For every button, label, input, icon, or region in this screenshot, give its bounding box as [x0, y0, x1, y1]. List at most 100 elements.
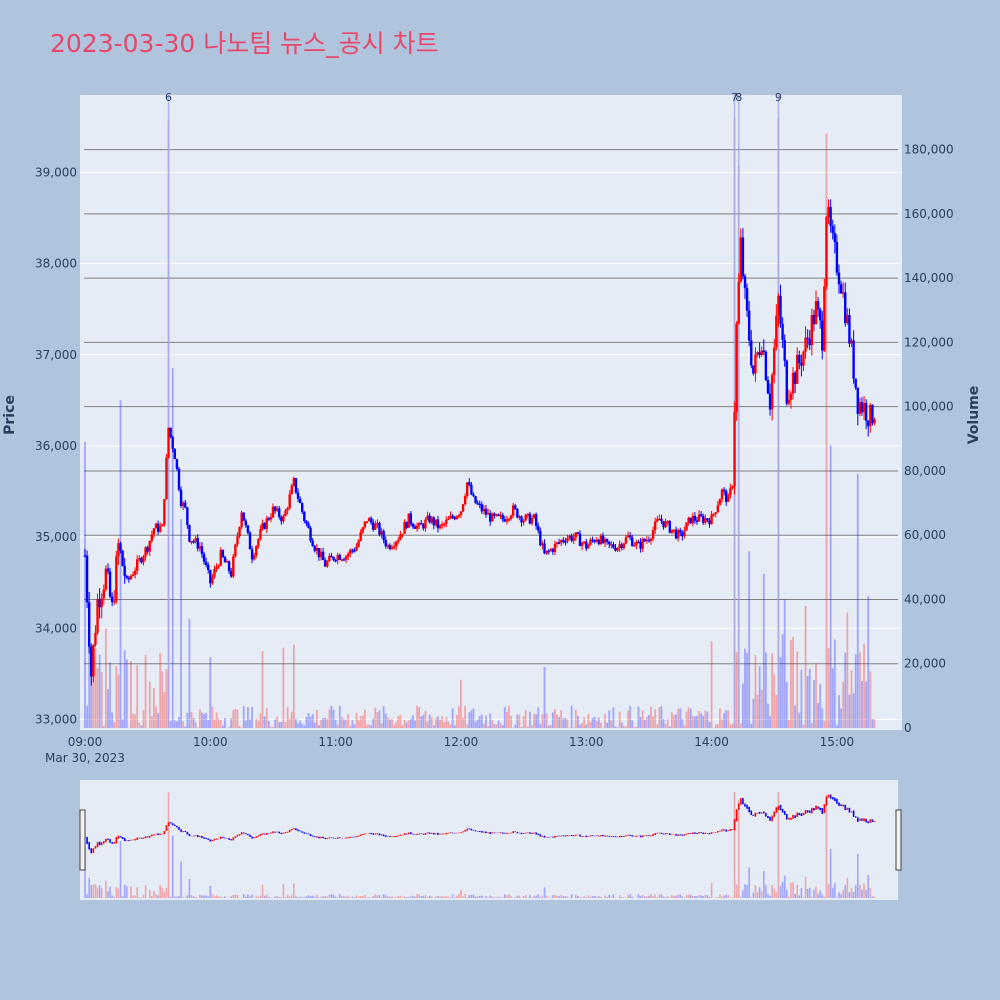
- mini-volume-bar: [92, 884, 95, 898]
- volume-bar: [439, 719, 441, 728]
- volume-bar: [441, 716, 444, 728]
- mini-volume-bar: [422, 895, 425, 898]
- mini-volume-bar: [629, 894, 631, 898]
- volume-bar: [326, 719, 329, 728]
- mini-volume-bar: [476, 896, 479, 898]
- mini-volume-bar: [664, 897, 667, 898]
- candle-body: [290, 485, 293, 495]
- volume-bar: [148, 681, 151, 728]
- volume-bar: [190, 711, 193, 728]
- candle-body: [108, 571, 112, 597]
- volume-bar: [142, 710, 145, 728]
- candle-body: [150, 534, 154, 541]
- candle-body: [372, 522, 375, 530]
- volume-bar: [361, 715, 364, 728]
- range-slider-left-handle[interactable]: [79, 809, 86, 871]
- candle-body: [211, 576, 214, 584]
- mini-volume-bar: [322, 896, 324, 898]
- candle-body: [200, 546, 204, 554]
- mini-volume-bar: [641, 894, 644, 898]
- mini-volume-bar: [176, 896, 178, 898]
- mini-volume-bar: [357, 896, 360, 898]
- candle-body: [818, 309, 822, 321]
- mini-volume-bar: [236, 894, 239, 898]
- candle-body: [589, 539, 592, 545]
- volume-bar: [746, 653, 748, 728]
- candle-body: [833, 233, 837, 242]
- candle-body: [555, 542, 559, 544]
- candle-body: [785, 360, 788, 404]
- volume-bar: [318, 725, 320, 728]
- candle-body: [334, 559, 337, 562]
- candle-body: [430, 517, 433, 523]
- mini-volume-bar: [361, 895, 364, 898]
- volume-bar: [322, 718, 325, 728]
- volume-bar: [347, 714, 350, 728]
- volume-bar: [457, 706, 460, 728]
- volume-bar: [804, 605, 807, 728]
- candle-body: [747, 310, 751, 341]
- mini-volume-bar: [834, 882, 836, 898]
- candle-body: [382, 530, 385, 540]
- mini-volume-bar: [263, 896, 266, 898]
- mini-volume-bar: [769, 895, 771, 898]
- volume-bar: [758, 666, 761, 728]
- volume-axis: 0 20,000 40,000 60,000 80,000 100,000 120,000 1…: [904, 143, 954, 735]
- candle-body: [486, 512, 490, 515]
- volume-bar: [332, 709, 335, 728]
- candle-body: [445, 519, 448, 524]
- mini-volume-bar: [541, 895, 544, 898]
- mini-volume-bar: [125, 886, 128, 898]
- volume-bar: [541, 714, 544, 728]
- volume-bar: [865, 681, 868, 728]
- candle-body: [478, 503, 481, 506]
- volume-bar: [618, 711, 621, 728]
- candle-body: [693, 515, 697, 521]
- volume-bar: [447, 721, 450, 728]
- volume-bar: [831, 668, 834, 728]
- volume-bar: [295, 718, 297, 728]
- mini-volume-bar: [261, 884, 264, 898]
- candle-body: [653, 521, 657, 531]
- volume-bar: [570, 705, 573, 728]
- candle-body: [240, 512, 243, 528]
- mini-volume-bar: [318, 897, 320, 898]
- volume-bar: [702, 716, 705, 728]
- mini-volume-bar: [403, 896, 406, 898]
- mini-volume-bar: [178, 896, 180, 898]
- volume-bar: [858, 651, 861, 728]
- candle-body: [92, 644, 95, 677]
- volume-bar: [593, 716, 596, 728]
- mini-volume-bar: [247, 894, 249, 898]
- main-plot-area[interactable]: [80, 95, 902, 730]
- candle-body: [745, 288, 749, 311]
- mini-volume-bar: [750, 897, 753, 898]
- mini-volume-bar: [581, 897, 583, 898]
- candle-body: [639, 542, 642, 549]
- volume-bar: [742, 683, 744, 728]
- candle-body: [637, 541, 640, 544]
- candle-body: [791, 372, 795, 394]
- mini-volume-bar: [301, 897, 304, 898]
- volume-bar: [867, 596, 870, 728]
- candle-body: [595, 539, 598, 542]
- candle-body: [641, 539, 644, 549]
- mini-volume-bar: [543, 887, 546, 898]
- mini-volume-bar: [474, 896, 477, 898]
- volume-bar: [716, 724, 719, 728]
- volume-bar: [748, 551, 751, 728]
- volume-bar: [420, 716, 423, 728]
- mini-volume-bar: [815, 886, 817, 898]
- mini-volume-bar: [539, 897, 542, 898]
- volume-bar: [585, 724, 588, 728]
- candle-body: [597, 539, 600, 545]
- mini-volume-bar: [485, 895, 487, 898]
- range-slider[interactable]: [80, 780, 898, 900]
- mini-volume-bar: [873, 896, 876, 898]
- volume-bar: [505, 712, 508, 728]
- mini-volume-bar: [495, 897, 498, 898]
- volume-bar: [508, 705, 510, 728]
- volume-bar: [739, 723, 742, 728]
- range-slider-right-handle[interactable]: [895, 809, 902, 871]
